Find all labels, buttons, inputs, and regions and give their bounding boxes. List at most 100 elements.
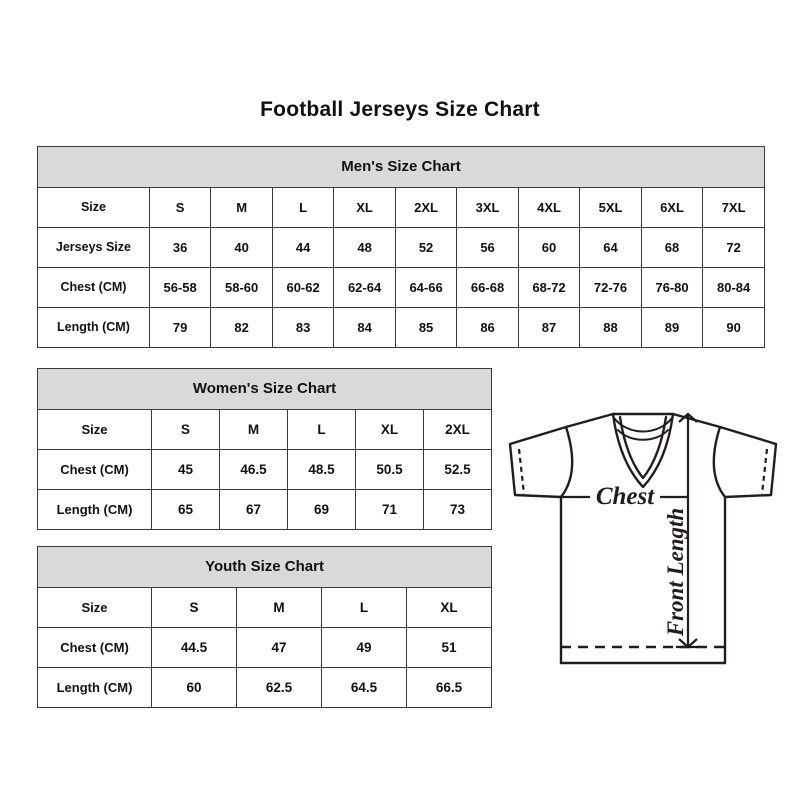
youth-size-chart-table: Youth Size Chart Size S M L XL Chest (CM…: [36, 546, 493, 708]
table-cell: 7XL: [702, 187, 765, 228]
tshirt-measurement-diagram: Chest Front Length: [498, 392, 788, 692]
table-cell: 2XL: [422, 409, 493, 450]
table-cell: 48: [333, 227, 396, 268]
table-cell: XL: [355, 409, 424, 450]
table-cell: XL: [333, 187, 396, 228]
table-cell: 44.5: [151, 627, 237, 668]
table-cell: 44: [271, 227, 335, 268]
table-row: Chest (CM) 44.5 47 49 51: [37, 627, 493, 668]
table-cell: 6XL: [640, 187, 704, 228]
table-cell: 47: [236, 627, 322, 668]
table-cell: S: [148, 187, 212, 228]
row-header: Chest (CM): [37, 627, 152, 668]
row-header: Size: [37, 587, 152, 628]
table-cell: 62-64: [333, 267, 396, 308]
table-cell: 3XL: [456, 187, 519, 228]
front-length-arrow-top: [678, 412, 698, 423]
table-cell: M: [236, 587, 322, 628]
table-row: Size S M L XL 2XL 3XL 4XL 5XL 6XL 7XL: [37, 187, 765, 228]
table-row: Chest (CM) 56-58 58-60 60-62 62-64 64-66…: [37, 267, 765, 308]
table-cell: 79: [148, 307, 212, 348]
table-cell: 52.5: [422, 449, 493, 490]
table-row: Chest (CM) 45 46.5 48.5 50.5 52.5: [37, 449, 493, 490]
table-cell: 86: [456, 307, 519, 348]
table-cell: 56: [456, 227, 519, 268]
table-row: Length (CM) 65 67 69 71 73: [37, 489, 493, 530]
table-cell: L: [271, 187, 335, 228]
table-row: Length (CM) 60 62.5 64.5 66.5: [37, 667, 493, 708]
table-row: Jerseys Size 36 40 44 48 52 56 60 64 68 …: [37, 227, 765, 268]
youth-chart-band-title: Youth Size Chart: [36, 546, 493, 588]
table-cell: 64-66: [394, 267, 458, 308]
mens-size-chart-table: Men's Size Chart Size S M L XL 2XL 3XL 4…: [37, 146, 765, 348]
table-cell: 60: [517, 227, 581, 268]
table-cell: 36: [148, 227, 212, 268]
table-cell: 80-84: [702, 267, 765, 308]
table-cell: M: [210, 187, 273, 228]
table-cell: XL: [405, 587, 493, 628]
table-cell: 76-80: [640, 267, 704, 308]
table-band-row: Women's Size Chart: [36, 368, 493, 410]
row-header: Chest (CM): [37, 267, 150, 308]
table-cell: 65: [151, 489, 220, 530]
table-cell: L: [287, 409, 356, 450]
left-sleeve-hem-dashed: [517, 448, 526, 495]
table-cell: 90: [702, 307, 765, 348]
table-cell: 72-76: [579, 267, 642, 308]
row-header: Size: [37, 409, 152, 450]
table-band-row: Youth Size Chart: [36, 546, 493, 588]
table-cell: 46.5: [219, 449, 288, 490]
table-cell: 52: [394, 227, 458, 268]
table-cell: 71: [355, 489, 424, 530]
table-cell: 40: [210, 227, 273, 268]
table-cell: 67: [219, 489, 288, 530]
table-cell: S: [151, 409, 220, 450]
table-cell: 64: [579, 227, 642, 268]
table-cell: 68: [640, 227, 704, 268]
table-cell: 66-68: [456, 267, 519, 308]
table-cell: 60: [151, 667, 237, 708]
table-cell: 58-60: [210, 267, 273, 308]
table-cell: 62.5: [236, 667, 322, 708]
table-row: Length (CM) 79 82 83 84 85 86 87 88 89 9…: [37, 307, 765, 348]
table-cell: 2XL: [394, 187, 458, 228]
right-sleeve-hem-dashed: [760, 448, 769, 495]
table-cell: 60-62: [271, 267, 335, 308]
table-cell: 50.5: [355, 449, 424, 490]
front-length-label: Front Length: [663, 508, 688, 637]
table-cell: 4XL: [517, 187, 581, 228]
table-cell: M: [219, 409, 288, 450]
table-cell: 48.5: [287, 449, 356, 490]
womens-size-chart-table: Women's Size Chart Size S M L XL 2XL Che…: [36, 368, 493, 530]
table-cell: L: [321, 587, 407, 628]
table-cell: 85: [394, 307, 458, 348]
table-row: Size S M L XL 2XL: [37, 409, 493, 450]
table-cell: 5XL: [579, 187, 642, 228]
row-header: Jerseys Size: [37, 227, 150, 268]
table-cell: 89: [640, 307, 704, 348]
table-cell: 88: [579, 307, 642, 348]
table-cell: 83: [271, 307, 335, 348]
table-cell: 72: [702, 227, 765, 268]
table-row: Size S M L XL: [37, 587, 493, 628]
mens-chart-band-title: Men's Size Chart: [37, 146, 765, 188]
table-cell: 68-72: [517, 267, 581, 308]
table-cell: S: [151, 587, 237, 628]
table-cell: 84: [333, 307, 396, 348]
table-cell: 51: [405, 627, 493, 668]
row-header: Size: [37, 187, 150, 228]
table-cell: 87: [517, 307, 581, 348]
table-cell: 69: [287, 489, 356, 530]
table-band-row: Men's Size Chart: [37, 146, 765, 188]
table-cell: 56-58: [148, 267, 212, 308]
row-header: Chest (CM): [37, 449, 152, 490]
table-cell: 64.5: [321, 667, 407, 708]
table-cell: 66.5: [405, 667, 493, 708]
page-title: Football Jerseys Size Chart: [260, 98, 540, 121]
row-header: Length (CM): [37, 307, 150, 348]
table-cell: 49: [321, 627, 407, 668]
table-cell: 73: [422, 489, 493, 530]
row-header: Length (CM): [37, 667, 152, 708]
table-cell: 82: [210, 307, 273, 348]
womens-chart-band-title: Women's Size Chart: [36, 368, 493, 410]
